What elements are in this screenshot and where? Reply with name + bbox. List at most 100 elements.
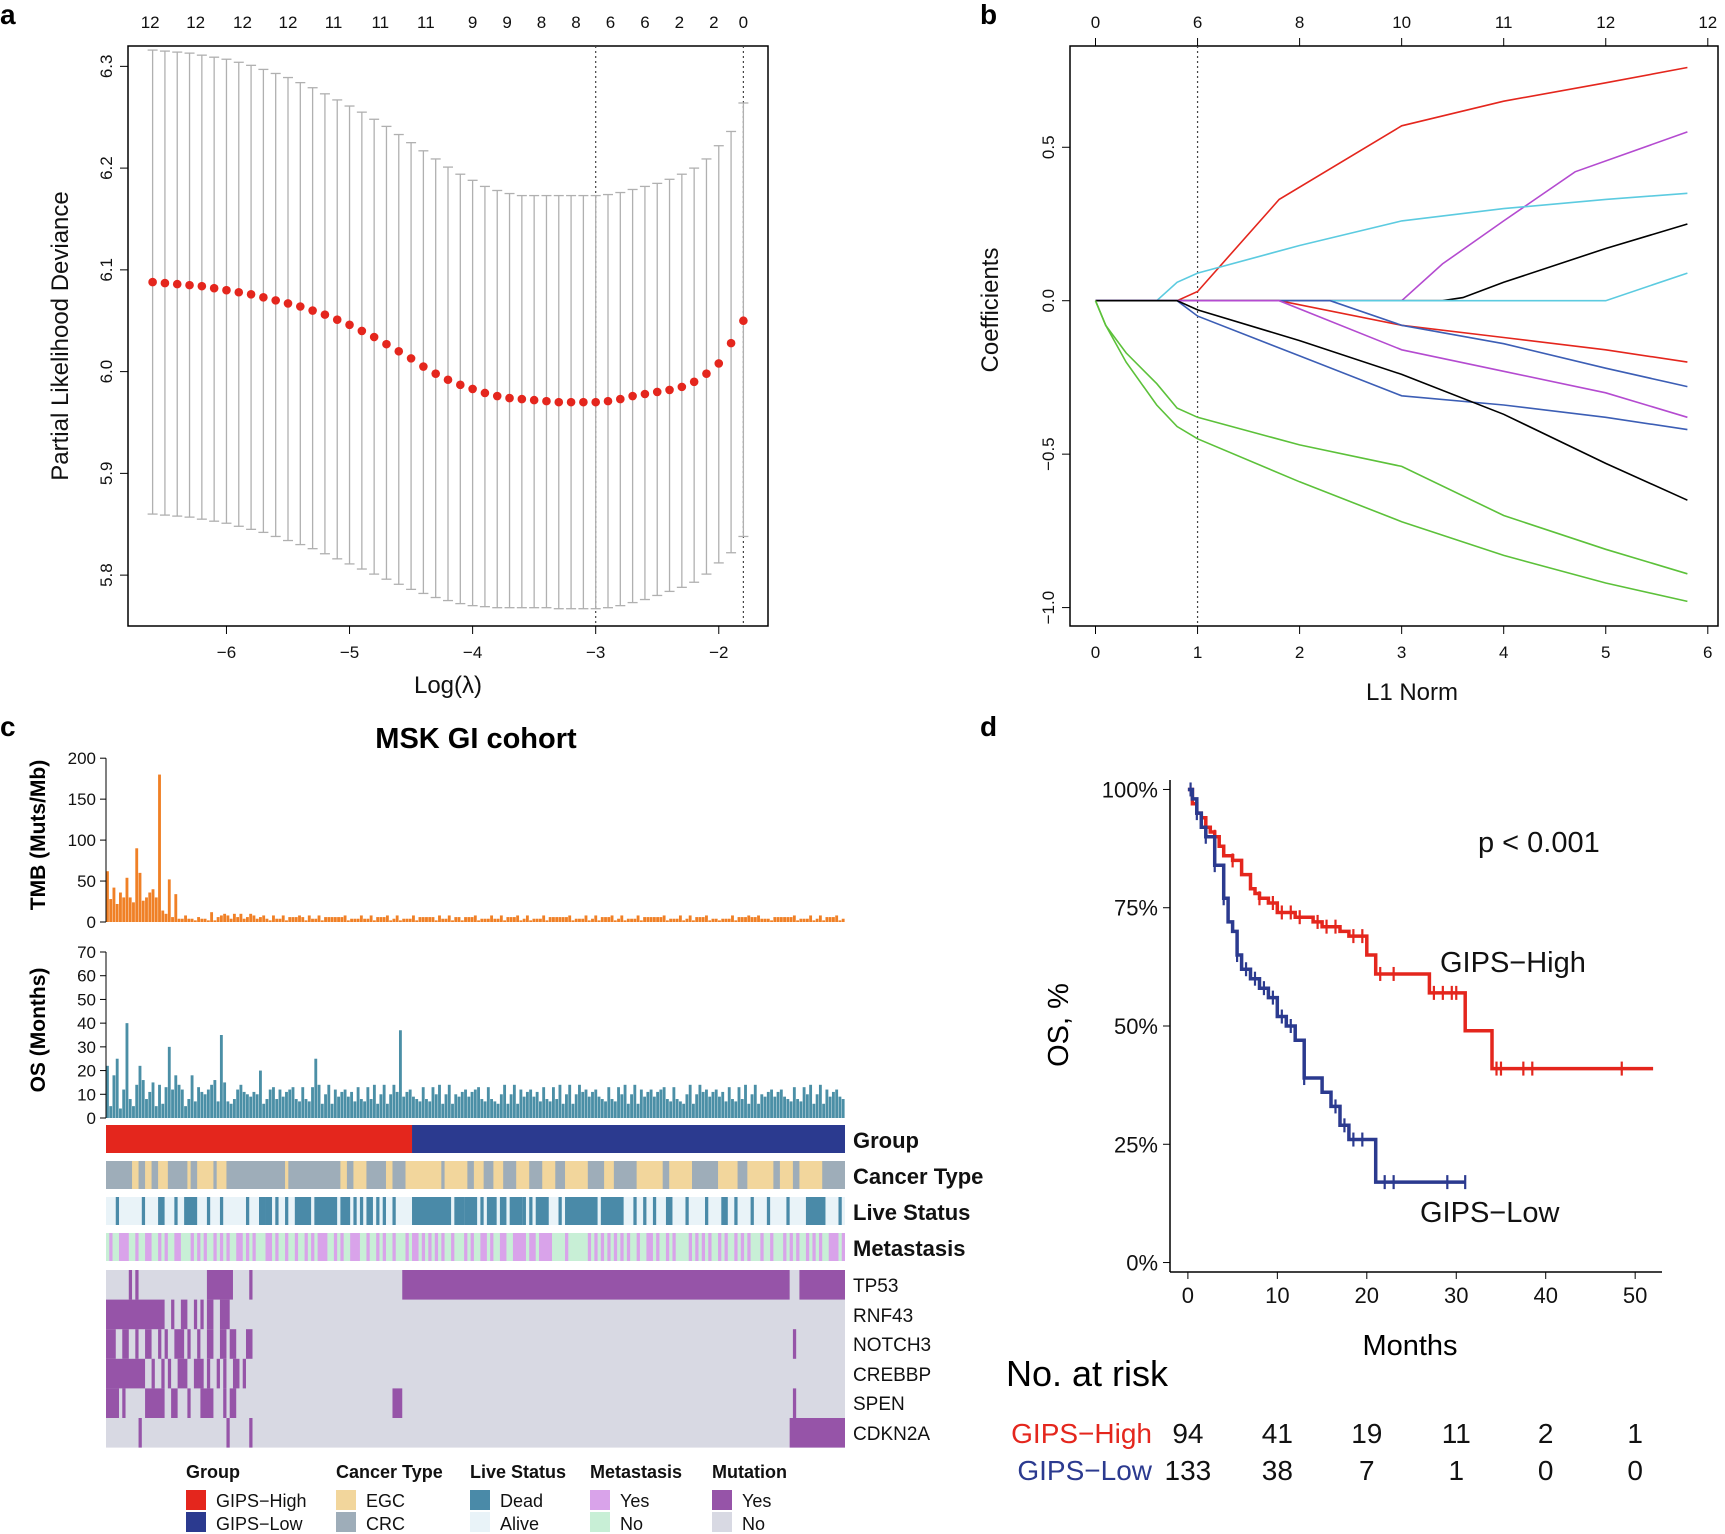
tmb-bar	[441, 918, 445, 922]
meta-track-yes-cell	[252, 1233, 256, 1261]
cancer-track-crc-cell	[392, 1161, 406, 1189]
tmb-bar	[506, 917, 510, 922]
meta-track-yes-cell	[219, 1233, 224, 1261]
mutation-cell	[229, 1329, 237, 1359]
coef-path	[1094, 300, 1688, 575]
mutation-cell	[167, 1358, 172, 1389]
mutation-cell	[232, 1358, 240, 1389]
os-bar	[561, 1103, 565, 1118]
tmb-bar	[460, 920, 464, 922]
tmb-bar	[740, 917, 744, 922]
risk-row-label-low: GIPS−Low	[1017, 1455, 1152, 1486]
live-track-dead-cell	[412, 1197, 452, 1225]
mutation-cell	[158, 1329, 162, 1359]
os-bar	[538, 1101, 542, 1118]
os-bar	[594, 1089, 598, 1118]
panel-a-x-axis: −6 −5 −4 −3 −2	[217, 626, 728, 662]
panel-b-y-axis: −1.0 −0.5 0.0 0.5	[1039, 135, 1070, 624]
mean-deviance-point	[172, 279, 182, 289]
mean-deviance-point	[739, 316, 748, 326]
tmb-bar	[753, 917, 757, 922]
os-bar	[571, 1103, 575, 1118]
os-bar	[786, 1099, 790, 1118]
os-bar	[818, 1084, 822, 1118]
meta-track-yes-cell	[480, 1233, 487, 1261]
tmb-bar	[604, 917, 607, 922]
y-tick-label: 6.1	[97, 258, 116, 282]
tmb-bar	[167, 879, 171, 922]
mean-deviance-point	[468, 384, 477, 394]
tmb-bar	[545, 920, 549, 922]
os-bar	[796, 1099, 800, 1118]
os-bar	[346, 1096, 350, 1118]
os-bar	[587, 1096, 591, 1118]
tmb-bar	[343, 915, 347, 922]
top-axis-label: 12	[233, 13, 252, 32]
cancer-track-crc-cell	[366, 1161, 386, 1189]
tmb-bar	[464, 917, 467, 922]
live-track-dead-cell	[245, 1197, 250, 1225]
os-bar	[779, 1089, 783, 1118]
os-bar	[519, 1089, 523, 1118]
legend-mut-yes: Yes	[742, 1491, 771, 1511]
tmb-bar	[333, 917, 337, 922]
cancer-track-crc-cell	[792, 1161, 800, 1189]
os-bar	[262, 1103, 266, 1118]
live-track-dead-cell	[382, 1197, 386, 1225]
os-bar	[451, 1103, 454, 1118]
live-track-dead-cell	[558, 1197, 562, 1225]
tmb-bar	[184, 915, 187, 922]
top-axis-label: 8	[537, 13, 546, 32]
os-bar	[659, 1089, 663, 1118]
mean-deviance-point	[246, 289, 256, 299]
tmb-bar	[376, 917, 380, 922]
top-axis-label: 12	[186, 13, 205, 32]
mean-deviance-point	[652, 387, 662, 397]
mean-deviance-point	[209, 283, 219, 293]
meta-track-yes-cell	[405, 1233, 409, 1261]
os-bar	[753, 1084, 757, 1118]
mean-deviance-point	[357, 326, 367, 336]
os-bar	[285, 1091, 288, 1118]
km-x-tick-label: 0	[1182, 1283, 1194, 1308]
tmb-bar	[275, 918, 279, 922]
mutation-cell	[106, 1358, 146, 1389]
panel-a-xlabel: Log(λ)	[414, 672, 482, 699]
risk-count: 0	[1627, 1455, 1643, 1486]
os-bar	[522, 1096, 526, 1118]
meta-track-yes-cell	[311, 1233, 315, 1261]
os-bar	[506, 1103, 510, 1118]
top-axis-label: 2	[709, 13, 718, 32]
panel-b-plot-frame	[1069, 45, 1719, 627]
legend-meta-no: No	[620, 1514, 643, 1534]
top-axis-label: 9	[502, 13, 511, 32]
coef-path	[1095, 223, 1688, 302]
live-track-dead-cell	[652, 1197, 657, 1225]
legend-live-alive: Alive	[500, 1514, 539, 1534]
top-axis-label: 9	[468, 13, 477, 32]
top-axis-label: 2	[675, 13, 684, 32]
tmb-bar	[607, 917, 611, 922]
tmb-bar	[158, 774, 161, 922]
cancer-track-crc-cell	[441, 1161, 445, 1189]
os-bar	[633, 1084, 637, 1118]
meta-track-yes-cell	[718, 1233, 722, 1261]
tmb-bar	[272, 915, 275, 922]
group-track-low	[412, 1125, 845, 1153]
os-bar	[405, 1091, 409, 1118]
risk-count: 1	[1627, 1418, 1643, 1449]
os-bar	[226, 1101, 230, 1118]
legend-metastasis: Metastasis Yes No	[590, 1462, 682, 1534]
legend-swatch-egc	[336, 1490, 356, 1510]
os-y-tick-label: 50	[77, 990, 96, 1009]
meta-track-yes-cell	[135, 1233, 139, 1261]
tmb-bar	[630, 918, 633, 922]
tmb-bar	[288, 917, 292, 922]
tmb-bar	[301, 917, 305, 922]
os-bar	[691, 1103, 695, 1118]
os-bar	[727, 1087, 731, 1118]
os-bar	[184, 1106, 187, 1118]
os-bar	[219, 1035, 223, 1118]
tmb-bar	[675, 918, 679, 922]
live-track-dead-cell	[509, 1197, 523, 1225]
